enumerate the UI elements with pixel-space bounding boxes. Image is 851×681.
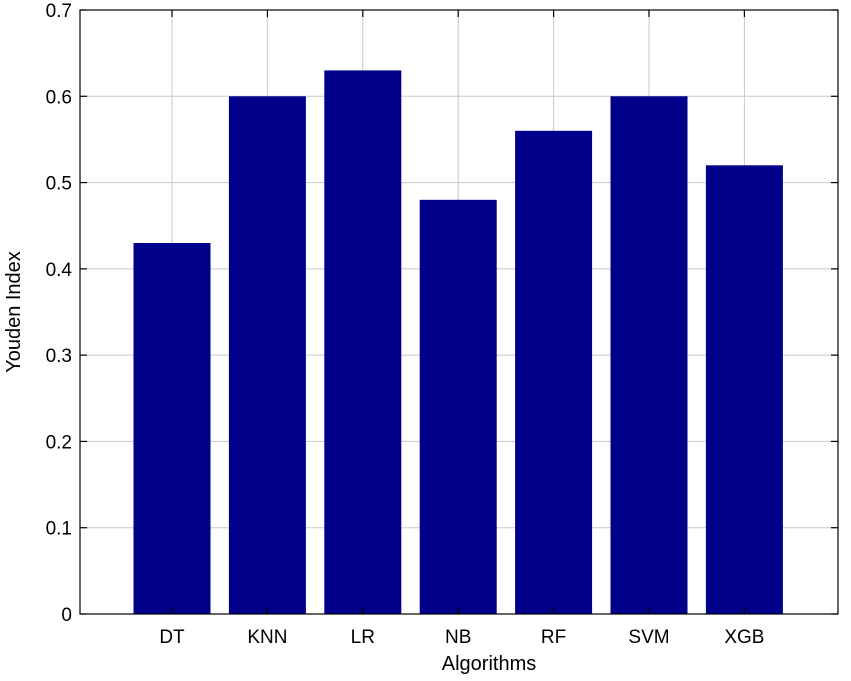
y-tick-label: 0.4	[46, 260, 73, 281]
y-tick-label: 0.2	[46, 432, 72, 453]
y-axis-title: Youden Index	[3, 251, 25, 373]
y-tick-label: 0	[61, 605, 72, 626]
bar-nb	[419, 199, 497, 615]
y-tick-label: 0.1	[46, 519, 72, 540]
y-tick-label: 0.3	[46, 346, 72, 367]
y-tick-label: 0.7	[46, 1, 72, 22]
bar-dt	[133, 242, 211, 614]
plot-area-frame	[79, 9, 839, 615]
x-tick-label: LR	[351, 627, 375, 648]
x-tick-label: NB	[445, 627, 471, 648]
bar-lr	[324, 70, 402, 614]
y-tick-label: 0.5	[46, 174, 72, 195]
bar-rf	[515, 130, 593, 615]
x-tick-label: KNN	[247, 627, 287, 648]
x-axis-title: Algorithms	[442, 653, 536, 675]
bars	[133, 70, 783, 615]
x-tick-label: RF	[541, 627, 566, 648]
y-tick-label: 0.6	[46, 87, 72, 108]
x-axis-tick-labels: DT KNN LR NB RF SVM XGB	[159, 627, 764, 648]
axis-ticks	[80, 9, 838, 615]
y-axis-tick-labels: 0 0.1 0.2 0.3 0.4 0.5 0.6 0.7	[46, 1, 73, 626]
x-tick-label: SVM	[628, 627, 669, 648]
bar-knn	[228, 96, 306, 615]
bar-xgb	[705, 165, 783, 615]
bar-svm	[610, 96, 688, 615]
x-tick-label: XGB	[724, 627, 764, 648]
x-tick-label: DT	[159, 627, 185, 648]
